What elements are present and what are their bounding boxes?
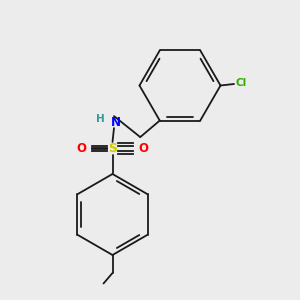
Text: S: S [108,142,117,155]
Text: N: N [111,116,121,130]
Text: H: H [96,114,105,124]
Text: O: O [76,142,87,155]
Text: O: O [138,142,148,155]
Text: Cl: Cl [236,78,247,88]
